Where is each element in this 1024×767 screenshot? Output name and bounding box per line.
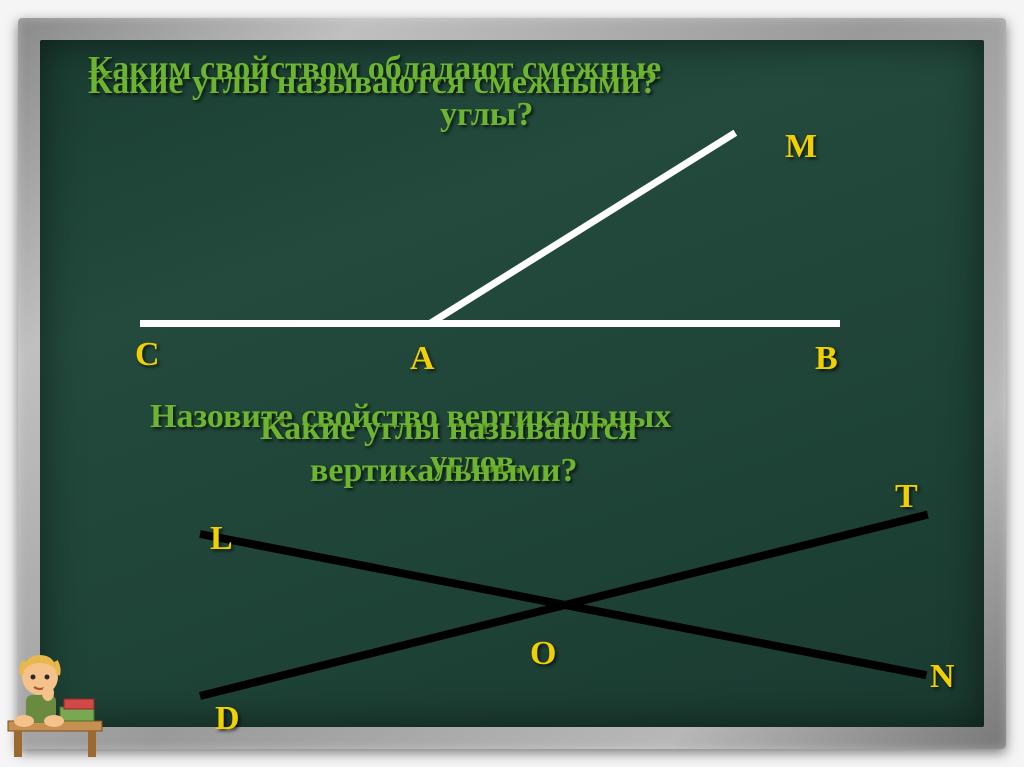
student-illustration: [0, 639, 110, 759]
label-c: C: [135, 336, 160, 374]
label-b: B: [815, 340, 838, 378]
line-dt: [199, 511, 929, 700]
line-cb: [140, 320, 840, 327]
question2: Какие углы называются смежными?: [88, 64, 657, 102]
label-t: T: [895, 478, 918, 516]
label-o: O: [530, 635, 556, 673]
line-am: [428, 130, 737, 327]
question1-line2: углы?: [440, 96, 533, 134]
label-d: D: [215, 700, 240, 738]
label-n: N: [930, 658, 955, 696]
question4-line2: вертикальными?: [310, 452, 578, 490]
label-a: A: [410, 340, 435, 378]
label-l: L: [210, 520, 233, 558]
chalkboard-frame: Каким свойством обладают смежные Какие у…: [18, 18, 1006, 749]
question4-line1: Какие углы называются: [260, 410, 637, 448]
chalkboard-surface: Каким свойством обладают смежные Какие у…: [40, 40, 984, 727]
label-m: M: [785, 128, 817, 166]
